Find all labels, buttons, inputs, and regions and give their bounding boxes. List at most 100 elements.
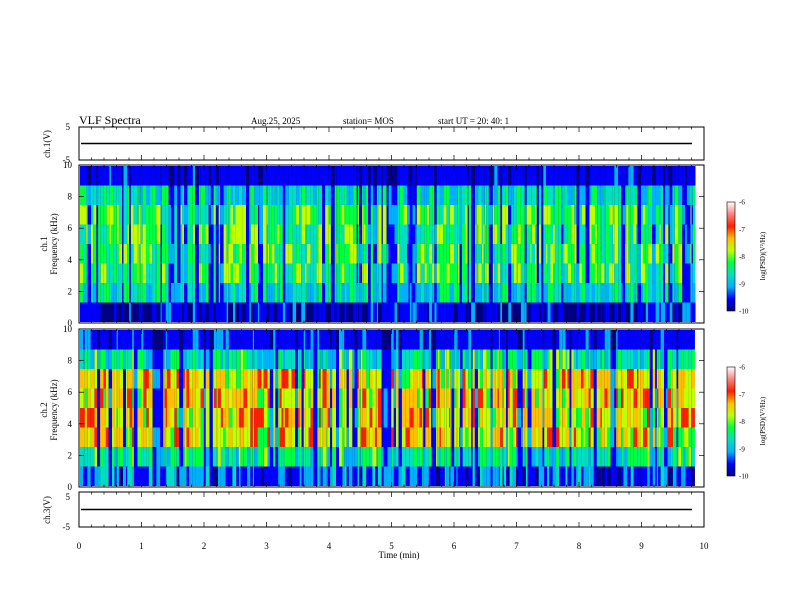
spectrogram-cell bbox=[103, 349, 106, 369]
spectrogram-cell bbox=[622, 302, 626, 322]
spectrogram-cell bbox=[436, 205, 440, 225]
spectrogram-cell bbox=[356, 205, 359, 225]
spectrogram-cell bbox=[330, 263, 335, 283]
spectrogram-cell bbox=[543, 302, 547, 322]
spectrogram-cell bbox=[368, 185, 371, 205]
spectrogram-cell bbox=[417, 408, 420, 428]
spectrogram-cell bbox=[559, 349, 563, 369]
spectrogram-cell bbox=[518, 263, 521, 283]
spectrogram-cell bbox=[376, 369, 378, 389]
spectrogram-cell bbox=[621, 388, 624, 408]
spectrogram-cell bbox=[483, 302, 485, 322]
spectrogram-cell bbox=[600, 205, 602, 225]
spectrogram-cell bbox=[334, 185, 337, 205]
spectrogram-cell bbox=[607, 447, 611, 467]
spectrogram-cell bbox=[600, 330, 602, 350]
spectrogram-cell bbox=[525, 466, 528, 486]
spectrogram-cell bbox=[609, 244, 613, 264]
spectrogram-cell bbox=[667, 369, 671, 389]
spectrogram-cell bbox=[394, 244, 398, 264]
spectrogram-cell bbox=[462, 369, 466, 389]
spectrogram-cell bbox=[658, 369, 661, 389]
spectrogram-cell bbox=[409, 447, 414, 467]
spectrogram-cell bbox=[319, 330, 321, 350]
spectrogram-cell bbox=[431, 466, 433, 486]
spectrogram-cell bbox=[554, 263, 559, 283]
spectrogram-cell bbox=[306, 224, 311, 244]
spectrogram-cell bbox=[146, 447, 149, 467]
spectrogram-cell bbox=[358, 330, 361, 350]
spectrogram-cell bbox=[195, 263, 199, 283]
spectrogram-cell bbox=[558, 185, 562, 205]
spectrogram-cell bbox=[279, 224, 283, 244]
spectrogram-cell bbox=[655, 388, 657, 408]
spectrogram-cell bbox=[605, 185, 609, 205]
spectrogram-cell bbox=[138, 283, 141, 303]
spectrogram-cell bbox=[137, 369, 142, 389]
spectrogram-cell bbox=[100, 302, 104, 322]
spectrogram-cell bbox=[84, 408, 88, 428]
spectrogram-cell bbox=[319, 466, 321, 486]
spectrogram-cell bbox=[627, 369, 631, 389]
spectrogram-cell bbox=[348, 388, 353, 408]
spectrogram-cell bbox=[426, 244, 430, 264]
spectrogram-cell bbox=[258, 302, 260, 322]
spectrogram-cell bbox=[562, 369, 566, 389]
spectrogram-cell bbox=[407, 244, 409, 264]
spectrogram-cell bbox=[544, 466, 548, 486]
spectrogram-cell bbox=[542, 388, 545, 408]
spectrogram-cell bbox=[678, 466, 682, 486]
spectrogram-cell bbox=[284, 466, 289, 486]
spectrogram-cell bbox=[138, 263, 141, 283]
spectrogram-cell bbox=[398, 427, 402, 447]
spectrogram-cell bbox=[113, 263, 117, 283]
spectrogram-cell bbox=[198, 283, 201, 303]
spectrogram-cell bbox=[596, 388, 601, 408]
spectrogram-cell bbox=[432, 447, 437, 467]
spectrogram-cell bbox=[200, 283, 202, 303]
spectrogram-cell bbox=[122, 302, 124, 322]
spectrogram-cell bbox=[192, 408, 196, 428]
spectrogram-cell bbox=[482, 283, 484, 303]
spectrogram-cell bbox=[549, 466, 553, 486]
spectrogram-cell bbox=[431, 427, 433, 447]
spectrogram-cell bbox=[278, 330, 280, 350]
spectrogram-cell bbox=[671, 369, 673, 389]
spectrogram-cell bbox=[498, 466, 500, 486]
spectrogram-cell bbox=[678, 224, 683, 244]
spectrogram-cell bbox=[530, 205, 532, 225]
spectrogram-cell bbox=[228, 369, 233, 389]
spectrogram-cell bbox=[184, 427, 187, 447]
spectrogram-cell bbox=[585, 388, 589, 408]
spectrogram-cell bbox=[678, 447, 682, 467]
spectrogram-cell bbox=[326, 466, 328, 486]
spectrogram-cell bbox=[362, 330, 367, 350]
spectrogram-cell bbox=[618, 244, 622, 264]
spectrogram-cell bbox=[259, 166, 263, 186]
spectrogram-cell bbox=[613, 185, 615, 205]
spectrogram-cell bbox=[337, 185, 340, 205]
spectrogram-cell bbox=[660, 330, 664, 350]
spectrogram-cell bbox=[538, 205, 542, 225]
spectrogram-cell bbox=[655, 349, 657, 369]
spectrogram-cell bbox=[591, 244, 595, 264]
spectrogram-cell bbox=[200, 330, 204, 350]
spectrogram-cell bbox=[486, 283, 489, 303]
spectrogram-cell bbox=[643, 427, 648, 447]
spectrogram-cell bbox=[397, 283, 400, 303]
spectrogram-cell bbox=[593, 369, 597, 389]
spectrogram-cell bbox=[685, 185, 687, 205]
spectrogram-cell bbox=[174, 427, 177, 447]
spectrogram-cell bbox=[218, 408, 221, 428]
spectrogram-cell bbox=[358, 466, 361, 486]
spectrogram-cell bbox=[179, 388, 184, 408]
spectrogram-cell bbox=[565, 466, 568, 486]
spectrogram-cell bbox=[160, 369, 164, 389]
spectrogram-cell bbox=[296, 205, 300, 225]
spectrogram-cell bbox=[685, 263, 687, 283]
spectrogram-cell bbox=[216, 447, 218, 467]
spectrogram-cell bbox=[432, 302, 435, 322]
spectrogram-cell bbox=[228, 263, 231, 283]
spectrogram-cell bbox=[291, 330, 296, 350]
spectrogram-cell bbox=[209, 427, 213, 447]
